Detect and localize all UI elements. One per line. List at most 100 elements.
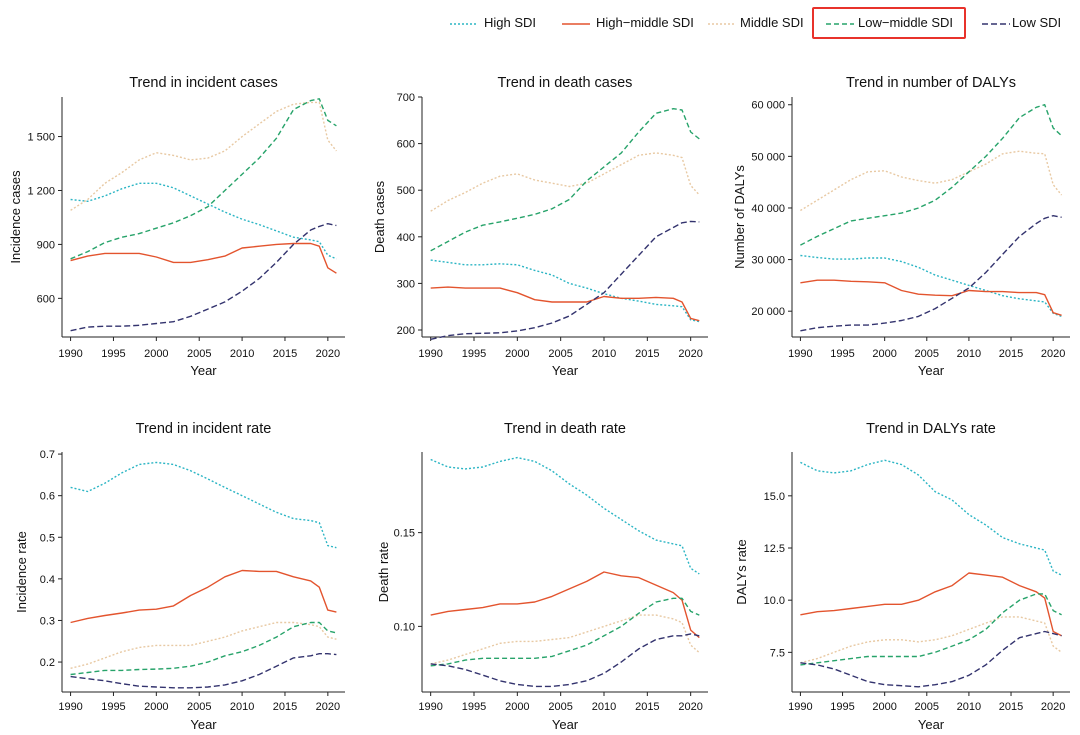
series-line-low-middle-sdi xyxy=(70,98,337,260)
chart-title: Trend in death rate xyxy=(504,421,626,437)
y-axis-label: Death cases xyxy=(372,180,387,253)
legend-line-low-sdi xyxy=(982,23,1010,25)
series-line-middle-sdi xyxy=(70,101,337,211)
series-line-low-sdi xyxy=(430,633,700,688)
series-line-low-sdi xyxy=(70,222,337,332)
x-tick-label: 1995 xyxy=(101,701,125,713)
series-line-middle-sdi xyxy=(70,621,337,669)
chart-title: Trend in DALYs rate xyxy=(866,421,996,437)
y-axis-label: Incidence rate xyxy=(14,531,29,613)
legend-highlight-box xyxy=(812,7,966,39)
x-tick-label: 2020 xyxy=(678,348,702,360)
x-tick-label: 2000 xyxy=(505,701,529,713)
chart-panel-trend-in-dalys-rate: Trend in DALYs rate 1990 1995 2000 2005 2010 2… xyxy=(734,421,1070,732)
x-tick-label: 2020 xyxy=(316,348,340,360)
x-tick-label: 2010 xyxy=(592,348,616,360)
x-tick-label: 2020 xyxy=(316,701,340,713)
series-line-high-sdi xyxy=(70,461,337,549)
series-line-high-middle-sdi xyxy=(70,569,337,624)
legend: High SDI High−middle SDI Middle SDI Low−… xyxy=(450,7,1070,39)
x-tick-label: 2015 xyxy=(273,348,297,360)
legend-label: Low SDI xyxy=(1012,15,1062,30)
x-tick-label: 1995 xyxy=(462,348,486,360)
x-tick-label: 1990 xyxy=(788,348,812,360)
series-line-low-sdi xyxy=(430,220,700,340)
x-tick-label: 2005 xyxy=(915,701,939,713)
y-tick-label: 0.4 xyxy=(40,574,55,586)
y-tick-label: 0.5 xyxy=(40,532,55,544)
y-tick-label: 600 xyxy=(37,293,55,305)
x-tick-label: 2020 xyxy=(678,701,702,713)
x-axis-label: Year xyxy=(552,363,579,378)
y-tick-label: 300 xyxy=(397,278,415,290)
x-tick-label: 1995 xyxy=(830,701,854,713)
legend-label: Middle SDI xyxy=(740,15,804,30)
x-tick-label: 2015 xyxy=(273,701,297,713)
y-tick-label: 0.10 xyxy=(394,621,415,633)
x-tick-label: 1995 xyxy=(462,701,486,713)
y-tick-label: 1 500 xyxy=(27,132,55,144)
x-tick-label: 2010 xyxy=(957,701,981,713)
x-axis-label: Year xyxy=(190,717,217,732)
series-line-high-sdi xyxy=(430,259,700,323)
y-tick-label: 50 000 xyxy=(751,151,785,163)
x-tick-label: 2015 xyxy=(635,348,659,360)
legend-line-middle-sdi xyxy=(708,23,736,25)
y-tick-label: 1 200 xyxy=(27,185,55,197)
y-tick-label: 0.2 xyxy=(40,657,55,669)
y-tick-label: 200 xyxy=(397,325,415,337)
series-line-low-middle-sdi xyxy=(430,107,700,252)
y-tick-label: 0.3 xyxy=(40,615,55,627)
x-tick-label: 1990 xyxy=(418,701,442,713)
x-tick-label: 2020 xyxy=(1041,348,1065,360)
series-line-middle-sdi xyxy=(430,152,700,212)
x-axis-label: Year xyxy=(190,363,217,378)
x-tick-label: 2000 xyxy=(144,701,168,713)
x-tick-label: 2015 xyxy=(999,348,1023,360)
series-line-high-sdi xyxy=(800,459,1062,576)
series-line-high-middle-sdi xyxy=(430,286,700,322)
y-axis-label: DALYs rate xyxy=(734,539,749,605)
legend-line-low-middle-sdi xyxy=(826,23,854,25)
x-tick-label: 1995 xyxy=(101,348,125,360)
x-tick-label: 2000 xyxy=(872,348,896,360)
y-tick-label: 15.0 xyxy=(764,491,785,503)
series-line-high-middle-sdi xyxy=(800,279,1062,316)
series-line-high-middle-sdi xyxy=(430,571,700,639)
x-tick-label: 2020 xyxy=(1041,701,1065,713)
chart-panel-trend-in-incident-cases: Trend in incident cases 1990 1995 2000 2005 2… xyxy=(8,75,345,378)
chart-title: Trend in number of DALYs xyxy=(846,75,1016,91)
x-axis-label: Year xyxy=(552,717,579,732)
y-tick-label: 400 xyxy=(397,232,415,244)
chart-panel-trend-in-death-rate: Trend in death rate 1990 1995 2000 2005 2010 2… xyxy=(376,421,708,732)
series-line-low-middle-sdi xyxy=(800,593,1062,666)
x-tick-label: 2015 xyxy=(635,701,659,713)
x-tick-label: 1995 xyxy=(830,348,854,360)
y-tick-label: 10.0 xyxy=(764,595,785,607)
legend-label: Low−middle SDI xyxy=(858,15,954,30)
y-axis-label: Number of DALYs xyxy=(732,165,747,269)
series-line-high-middle-sdi xyxy=(800,572,1062,637)
series-line-low-middle-sdi xyxy=(430,597,700,667)
x-tick-label: 1990 xyxy=(58,348,82,360)
x-tick-label: 2005 xyxy=(187,701,211,713)
y-tick-label: 12.5 xyxy=(764,543,785,555)
x-tick-label: 2005 xyxy=(548,348,572,360)
x-tick-label: 2005 xyxy=(548,701,572,713)
x-tick-label: 2010 xyxy=(957,348,981,360)
y-tick-label: 600 xyxy=(397,139,415,151)
chart-panel-trend-in-number-of-dalys: Trend in number of DALYs 1990 1995 2000 2005… xyxy=(732,75,1070,378)
x-tick-label: 1990 xyxy=(788,701,812,713)
legend-line-high-sdi xyxy=(450,23,478,25)
series-line-high-sdi xyxy=(800,254,1062,318)
chart-title: Trend in death cases xyxy=(498,75,633,91)
y-tick-label: 40 000 xyxy=(751,203,785,215)
series-line-middle-sdi xyxy=(800,616,1063,664)
y-tick-label: 0.15 xyxy=(394,528,415,540)
series-line-low-sdi xyxy=(800,630,1062,688)
y-tick-label: 500 xyxy=(397,185,415,197)
x-tick-label: 2010 xyxy=(592,701,616,713)
x-tick-label: 2000 xyxy=(144,348,168,360)
x-tick-label: 1990 xyxy=(58,701,82,713)
